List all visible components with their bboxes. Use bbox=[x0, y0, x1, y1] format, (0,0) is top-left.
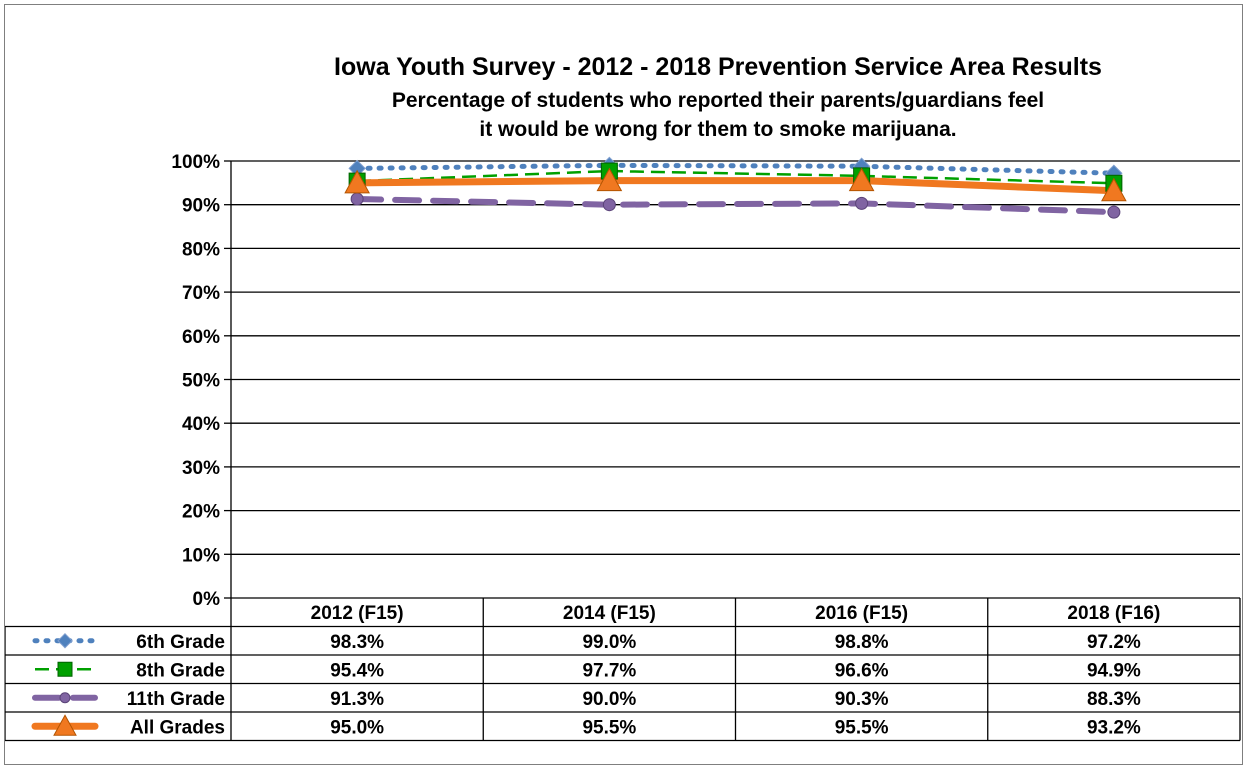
table-cell-value: 95.4% bbox=[330, 660, 384, 681]
x-category-label: 2016 (F15) bbox=[815, 603, 908, 624]
table-cell-value: 94.9% bbox=[1087, 660, 1141, 681]
data-point-series-3 bbox=[602, 198, 616, 212]
y-tick-label: 10% bbox=[182, 545, 220, 566]
y-tick-label: 20% bbox=[182, 502, 220, 523]
chart-title: Iowa Youth Survey - 2012 - 2018 Preventi… bbox=[334, 53, 1102, 81]
series-line-3 bbox=[354, 196, 1117, 216]
data-point-series-4 bbox=[1101, 177, 1127, 202]
chart-subtitle-line-2: it would be wrong for them to smoke mari… bbox=[479, 118, 956, 141]
table-cell-value: 90.3% bbox=[835, 689, 889, 710]
legend-label: 6th Grade bbox=[136, 632, 225, 653]
x-category-label: 2014 (F15) bbox=[563, 603, 656, 624]
x-category-label: 2018 (F16) bbox=[1067, 603, 1160, 624]
table-cell-value: 99.0% bbox=[582, 632, 636, 653]
table-cell-value: 98.8% bbox=[835, 632, 889, 653]
series-line-2 bbox=[357, 169, 1114, 185]
y-tick-label: 30% bbox=[182, 458, 220, 479]
y-tick-label: 40% bbox=[182, 414, 220, 435]
legend-key-marker bbox=[59, 692, 71, 704]
y-tick-label: 100% bbox=[171, 152, 220, 173]
table-cell-value: 90.0% bbox=[582, 689, 636, 710]
data-point-series-4 bbox=[596, 167, 623, 192]
legend-key-marker bbox=[53, 714, 77, 736]
line-chart: Iowa Youth Survey - 2012 - 2018 Preventi… bbox=[5, 53, 1241, 742]
y-tick-label: 70% bbox=[182, 283, 220, 304]
legend-label: All Grades bbox=[130, 717, 225, 738]
table-cell-value: 93.2% bbox=[1087, 717, 1141, 738]
legend-label: 8th Grade bbox=[136, 660, 225, 681]
series-line-4 bbox=[353, 177, 1118, 195]
table-cell-value: 88.3% bbox=[1087, 689, 1141, 710]
table-cell-value: 96.6% bbox=[835, 660, 889, 681]
y-tick-label: 80% bbox=[182, 239, 220, 260]
table-cell-value: 97.7% bbox=[582, 660, 636, 681]
table-cell-value: 98.3% bbox=[330, 632, 384, 653]
legend-key-marker bbox=[57, 633, 73, 649]
data-point-series-3 bbox=[350, 192, 364, 206]
table-cell-value: 95.5% bbox=[835, 717, 889, 738]
x-category-label: 2012 (F15) bbox=[311, 603, 404, 624]
chart-subtitle-line-1: Percentage of students who reported thei… bbox=[392, 89, 1044, 112]
y-tick-label: 60% bbox=[182, 327, 220, 348]
table-cell-value: 95.5% bbox=[582, 717, 636, 738]
data-point-series-3 bbox=[855, 196, 869, 210]
series-line-1 bbox=[354, 162, 1117, 176]
legend-label: 11th Grade bbox=[127, 689, 225, 710]
table-cell-value: 95.0% bbox=[330, 717, 384, 738]
y-tick-label: 50% bbox=[182, 371, 220, 392]
y-tick-label: 0% bbox=[193, 589, 221, 610]
table-cell-value: 97.2% bbox=[1087, 632, 1141, 653]
legend-key-marker bbox=[57, 661, 73, 677]
data-point-series-4 bbox=[344, 169, 370, 194]
table-cell-value: 91.3% bbox=[330, 689, 384, 710]
data-point-series-4 bbox=[848, 167, 875, 192]
chart-frame: Iowa Youth Survey - 2012 - 2018 Preventi… bbox=[4, 4, 1243, 765]
data-point-series-3 bbox=[1107, 205, 1121, 219]
y-tick-label: 90% bbox=[182, 196, 220, 217]
